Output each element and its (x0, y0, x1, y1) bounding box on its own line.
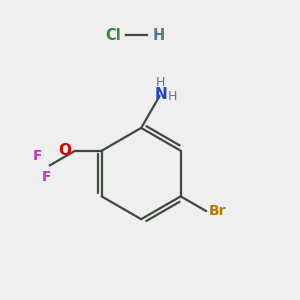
Text: F: F (42, 170, 51, 184)
Text: H: H (167, 90, 177, 104)
Text: Br: Br (208, 204, 226, 218)
Text: H: H (156, 76, 165, 89)
Text: H: H (153, 28, 165, 43)
Text: N: N (155, 87, 167, 102)
Text: F: F (33, 149, 43, 163)
Text: Cl: Cl (105, 28, 121, 43)
Text: O: O (58, 143, 71, 158)
